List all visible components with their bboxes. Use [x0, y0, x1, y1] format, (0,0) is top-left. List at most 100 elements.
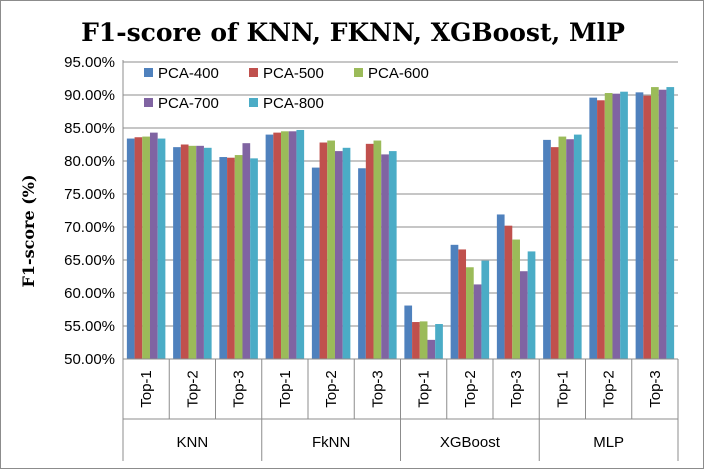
x-tick-label: Top-2 — [184, 370, 201, 408]
bar-pca-700-5 — [381, 154, 389, 359]
bar-pca-600-8 — [512, 239, 520, 359]
y-tick-label: 65.00% — [64, 252, 115, 269]
bar-pca-400-7 — [450, 244, 459, 359]
group-label-fknn: FkNN — [312, 434, 350, 451]
bar-pca-400-4 — [311, 167, 320, 359]
bar-pca-600-11 — [651, 87, 659, 359]
bar-pca-600-2 — [234, 155, 243, 359]
x-tick-label: Top-3 — [231, 370, 248, 408]
gridlines — [123, 61, 678, 327]
x-tick-label: Top-1 — [416, 370, 433, 408]
bar-pca-800-9 — [573, 134, 582, 359]
bar-pca-600-4 — [327, 140, 335, 359]
y-tick-label: 55.00% — [64, 318, 115, 335]
bar-pca-800-11 — [666, 87, 675, 359]
bar-pca-500-10 — [597, 100, 605, 359]
x-tick-labels: Top-1 Top-2 Top-3 Top-1 Top-2 Top-3 Top-1 Top-2… — [138, 370, 664, 408]
bar-pca-700-7 — [473, 284, 482, 359]
bar-pca-800-1 — [203, 147, 212, 359]
bar-pca-700-9 — [566, 139, 574, 359]
bar-pca-800-7 — [481, 260, 490, 359]
x-tick-label: Top-1 — [277, 370, 294, 408]
bar-pca-400-1 — [173, 147, 181, 359]
legend-swatch-pca-600 — [354, 68, 363, 77]
bar-pca-600-7 — [466, 267, 474, 359]
bar-pca-800-5 — [388, 151, 397, 359]
bar-pca-400-3 — [265, 134, 274, 359]
y-tick-label: 90.00% — [64, 87, 115, 104]
legend-label-pca-500: PCA-500 — [263, 65, 324, 82]
bar-pca-700-2 — [242, 143, 251, 359]
y-tick-label: 50.00% — [64, 351, 115, 368]
x-tick-label: Top-3 — [647, 370, 664, 408]
x-tick-label: Top-2 — [462, 370, 479, 408]
bar-pca-800-2 — [250, 158, 258, 359]
y-axis-label: F1-score (%) — [19, 174, 38, 287]
axes — [122, 60, 679, 461]
y-tick-labels: 50.00% 55.00% 60.00% 65.00% 70.00% 75.00% 80.0… — [64, 54, 115, 368]
bar-pca-600-9 — [558, 136, 567, 359]
bar-pca-600-0 — [142, 136, 150, 359]
x-tick-label: Top-2 — [601, 370, 618, 408]
bar-pca-400-8 — [496, 214, 505, 359]
legend-swatch-pca-800 — [249, 98, 258, 107]
bar-pca-800-6 — [435, 324, 443, 359]
x-tick-label: Top-3 — [508, 370, 525, 408]
bar-pca-400-2 — [219, 157, 228, 359]
bar-pca-500-1 — [180, 144, 189, 359]
bar-pca-800-8 — [527, 251, 536, 359]
y-tick-label: 60.00% — [64, 285, 115, 302]
bar-pca-500-0 — [134, 137, 143, 359]
x-tick-label: Top-1 — [138, 370, 155, 408]
bar-pca-500-6 — [412, 322, 420, 359]
x-tick-label: Top-3 — [369, 370, 386, 408]
bar-pca-500-7 — [458, 249, 467, 359]
bar-pca-400-10 — [589, 97, 598, 359]
y-tick-label: 85.00% — [64, 120, 115, 137]
bar-pca-500-4 — [319, 142, 328, 359]
group-label-mlp: MLP — [593, 434, 624, 451]
bar-pca-400-5 — [358, 168, 366, 359]
bar-pca-800-3 — [296, 129, 305, 359]
bar-pca-400-0 — [126, 138, 135, 359]
legend-label-pca-800: PCA-800 — [263, 95, 324, 112]
legend: PCA-400 PCA-500 PCA-600 PCA-700 PCA-800 — [144, 65, 429, 112]
bar-pca-700-0 — [149, 132, 158, 359]
bar-pca-700-11 — [658, 89, 667, 359]
bar-pca-800-4 — [342, 147, 351, 359]
x-tick-label: Top-1 — [554, 370, 571, 408]
bar-pca-500-5 — [365, 143, 374, 359]
bar-pca-700-10 — [612, 93, 621, 360]
bar-pca-600-3 — [281, 131, 289, 359]
bar-pca-700-3 — [288, 131, 297, 359]
bars — [126, 87, 675, 360]
bar-pca-800-10 — [620, 91, 628, 359]
bar-pca-600-10 — [604, 93, 613, 360]
legend-swatch-pca-700 — [144, 98, 153, 107]
y-tick-label: 80.00% — [64, 153, 115, 170]
legend-label-pca-600: PCA-600 — [368, 65, 429, 82]
bar-pca-400-11 — [635, 92, 644, 360]
y-tick-label: 75.00% — [64, 186, 115, 203]
chart-title: F1-score of KNN, FKNN, XGBoost, MlP — [81, 18, 625, 47]
bar-pca-700-8 — [519, 271, 528, 359]
bar-pca-600-5 — [373, 140, 382, 359]
legend-swatch-pca-400 — [144, 68, 153, 77]
y-tick-label: 95.00% — [64, 54, 115, 71]
bar-pca-500-9 — [550, 147, 559, 359]
bar-pca-600-1 — [188, 145, 197, 359]
legend-label-pca-700: PCA-700 — [158, 95, 219, 112]
group-labels: KNN FkNN XGBoost MLP — [177, 434, 625, 451]
bar-pca-800-0 — [157, 138, 166, 359]
bar-pca-700-1 — [196, 145, 204, 359]
bar-pca-600-6 — [419, 321, 428, 359]
bar-pca-700-4 — [334, 151, 343, 359]
bar-pca-500-8 — [504, 225, 513, 359]
bar-pca-400-6 — [404, 305, 413, 359]
y-tick-label: 70.00% — [64, 219, 115, 236]
bar-pca-500-2 — [227, 157, 235, 359]
bar-pca-400-9 — [543, 139, 551, 359]
legend-label-pca-400: PCA-400 — [158, 65, 219, 82]
